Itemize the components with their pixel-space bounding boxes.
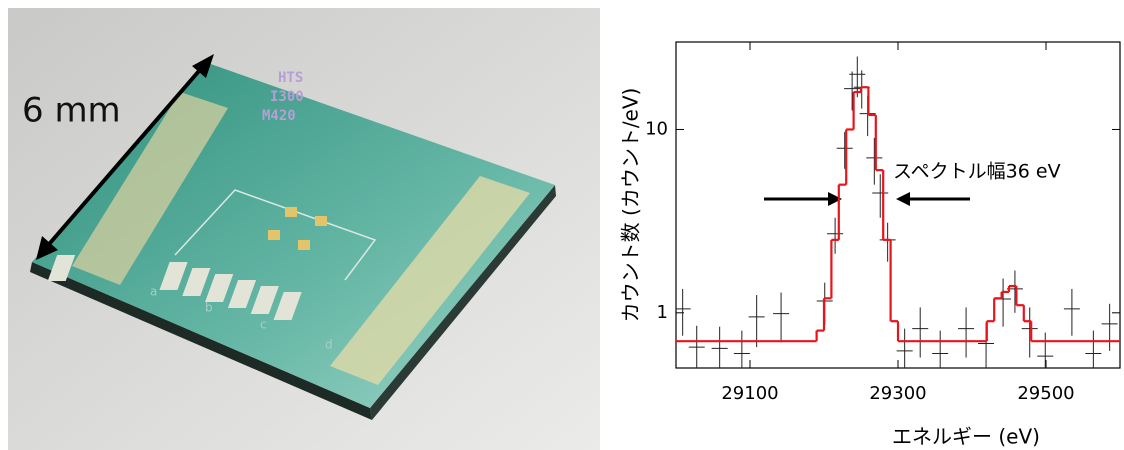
y-tick-label: 1 — [657, 302, 668, 323]
photo: HTS I300 M420 a b c d 6 mm — [8, 8, 600, 450]
y-axis-label: カウント数 (カウント/eV) — [619, 88, 643, 323]
pad-label: c — [260, 318, 267, 332]
x-tick-label: 29100 — [721, 383, 778, 404]
annotation: スペクトル幅36 eV — [893, 161, 1061, 183]
figure: HTS I300 M420 a b c d 6 mm エネルギー (eV) カウ… — [0, 0, 1124, 450]
x-tick-label: 29500 — [1017, 383, 1074, 404]
chip-text: M420 — [262, 108, 296, 124]
pad-label: d — [325, 338, 333, 352]
x-tick-label: 29300 — [869, 383, 926, 404]
chip-text: I300 — [270, 89, 304, 105]
y-tick-label: 10 — [645, 118, 668, 139]
chart: エネルギー (eV) カウント数 (カウント/eV) スペクトル幅36 eV 2… — [619, 42, 1121, 449]
x-axis-label: エネルギー (eV) — [892, 425, 1040, 449]
chip-text: HTS — [278, 70, 303, 86]
pad-label: b — [205, 301, 213, 315]
dimension-label: 6 mm — [22, 91, 121, 131]
pad-label: a — [150, 285, 157, 299]
plot-frame — [676, 42, 1120, 368]
